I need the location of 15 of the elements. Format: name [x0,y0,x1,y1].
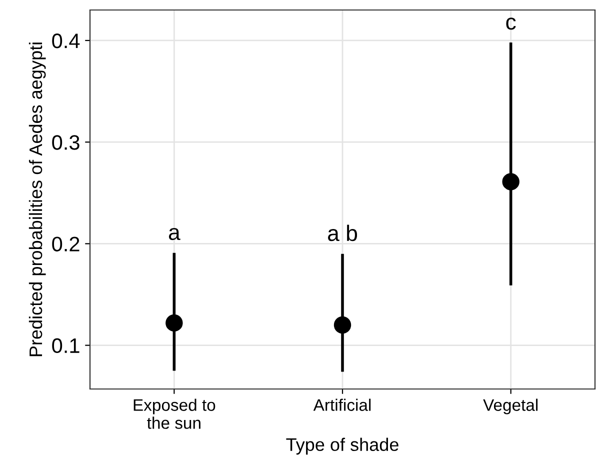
annotation: a [168,228,180,240]
point [166,314,183,332]
y-tick-label: 0.3 [52,135,80,150]
annotation: a b [328,224,358,242]
y-axis-title: Predicted probabilities of Aedes aegypti [28,42,46,356]
x-tick-label: Vegetal [483,398,538,414]
annotation: c [506,18,516,30]
x-tick-label: Artificial [313,398,371,411]
y-tick-label: 0.1 [52,338,80,354]
x-axis-title: Type of shade [286,438,398,455]
y-tick-label: 0.4 [52,33,80,48]
point [502,173,520,190]
point [334,316,352,334]
x-tick-label: Exposed to the sun [134,398,216,429]
y-tick-label: 0.2 [52,236,80,252]
